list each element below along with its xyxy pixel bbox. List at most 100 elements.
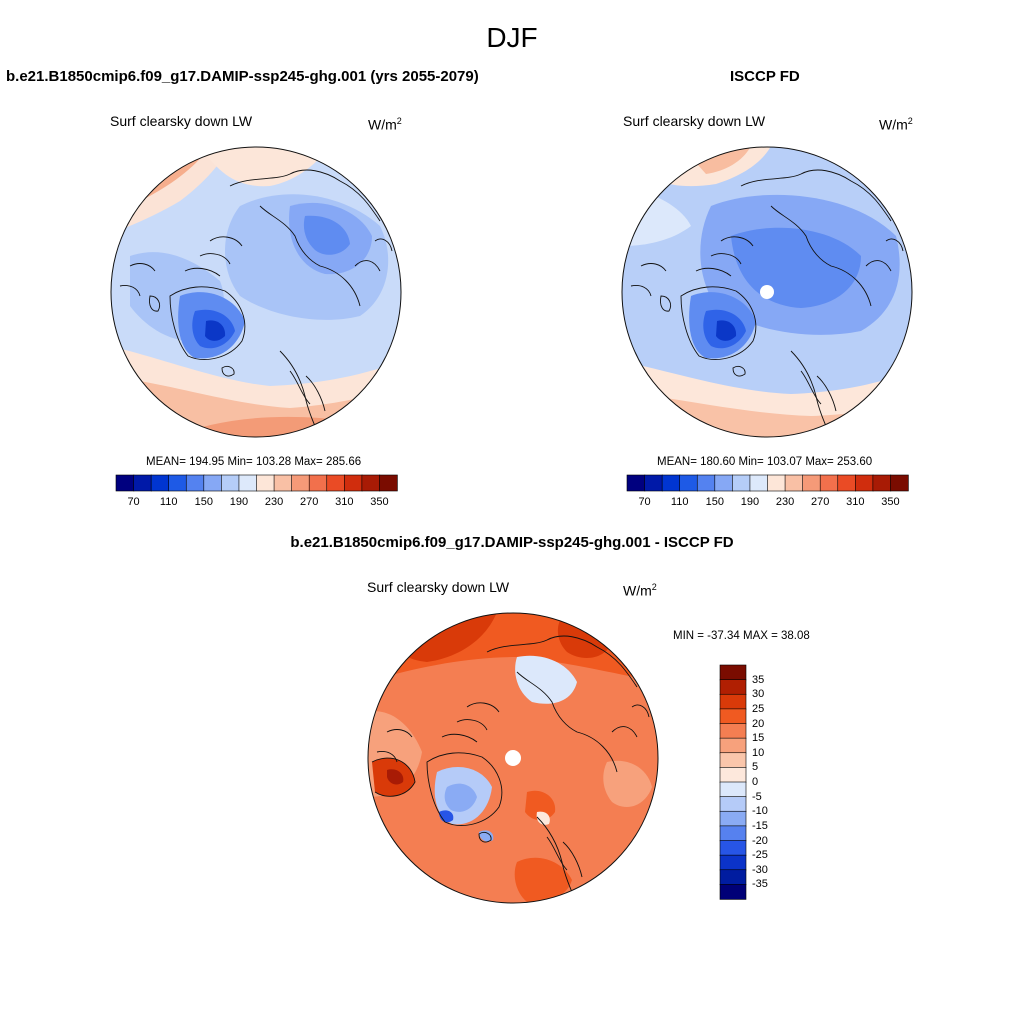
- colorbar-tick-label: -5: [752, 790, 762, 803]
- colorbar-tick-label: 310: [335, 496, 354, 508]
- colorbar-tick-label: 230: [264, 496, 284, 508]
- colorbar-tick-label: 310: [846, 496, 865, 508]
- colorbar-tick-label: 10: [752, 746, 765, 759]
- panel2-units: W/m2: [879, 116, 913, 133]
- colorbar-swatch: [890, 474, 909, 492]
- colorbar-tick-label: -15: [752, 819, 768, 832]
- colorbar-tick-label: 0: [752, 776, 759, 788]
- panel2-colorbar-labels: 70 110 150 190 230 270 310 350: [627, 496, 908, 510]
- colorbar-swatch: [837, 474, 857, 492]
- colorbar-swatch: [115, 474, 135, 492]
- colorbar-swatch: [644, 474, 663, 492]
- colorbar-swatch: [719, 854, 747, 871]
- colorbar-tick-label: 110: [159, 496, 178, 508]
- colorbar-tick-label: 70: [127, 496, 140, 508]
- colorbar-swatch: [238, 474, 258, 492]
- colorbar-tick-label: -25: [752, 849, 768, 862]
- colorbar-swatch: [719, 723, 747, 739]
- colorbar-swatch: [185, 474, 205, 492]
- panel3-variable: Surf clearsky down LW: [367, 579, 510, 595]
- panel3-case-title: b.e21.B1850cmip6.f09_g17.DAMIP-ssp245-gh…: [290, 534, 734, 551]
- panel3-stats: MIN = -37.34 MAX = 38.08: [673, 630, 810, 642]
- page-title: DJF: [486, 22, 538, 53]
- colorbar-swatch: [168, 474, 187, 492]
- colorbar-swatch: [732, 474, 751, 492]
- colorbar-tick-label: 30: [752, 688, 765, 701]
- colorbar-swatch: [719, 825, 747, 842]
- colorbar-tick-label: 150: [705, 496, 724, 508]
- colorbar-swatch: [802, 474, 821, 492]
- colorbar-swatch: [719, 679, 747, 695]
- colorbar-tick-label: 150: [194, 496, 213, 508]
- colorbar-swatch: [150, 474, 170, 492]
- colorbar-swatch: [719, 737, 747, 754]
- panel2-variable: Surf clearsky down LW: [623, 113, 766, 129]
- colorbar-swatch: [719, 767, 747, 783]
- colorbar-swatch: [273, 474, 293, 492]
- panel2-case-title: ISCCP FD: [730, 68, 800, 85]
- panel2-colorbar: [626, 474, 909, 492]
- colorbar-swatch: [719, 869, 747, 886]
- colorbar-tick-label: 350: [370, 496, 389, 508]
- colorbar-swatch: [256, 474, 275, 492]
- colorbar-tick-label: 5: [752, 761, 759, 774]
- colorbar-tick-label: 70: [638, 496, 651, 508]
- panel1-units: W/m2: [368, 116, 402, 133]
- colorbar-swatch: [719, 884, 747, 900]
- colorbar-swatch: [661, 474, 681, 492]
- colorbar-swatch: [767, 474, 786, 492]
- colorbar-tick-label: 230: [775, 496, 795, 508]
- panel3-colorbar: [719, 664, 747, 900]
- panel1-colorbar: [115, 474, 398, 492]
- colorbar-swatch: [855, 474, 874, 492]
- colorbar-swatch: [719, 693, 747, 710]
- colorbar-tick-label: 190: [740, 496, 760, 508]
- colorbar-tick-label: -20: [752, 834, 768, 847]
- colorbar-tick-label: 190: [229, 496, 249, 508]
- colorbar-tick-label: 15: [752, 732, 765, 745]
- colorbar-tick-label: 20: [752, 717, 765, 730]
- colorbar-swatch: [221, 474, 240, 492]
- colorbar-tick-label: -35: [752, 878, 768, 891]
- colorbar-swatch: [379, 474, 398, 492]
- colorbar-tick-label: -30: [752, 863, 768, 876]
- colorbar-swatch: [308, 474, 328, 492]
- panel1-case-title: b.e21.B1850cmip6.f09_g17.DAMIP-ssp245-gh…: [6, 68, 479, 85]
- colorbar-swatch: [819, 474, 839, 492]
- colorbar-swatch: [291, 474, 310, 492]
- colorbar-swatch: [749, 474, 769, 492]
- colorbar-swatch: [344, 474, 363, 492]
- colorbar-swatch: [626, 474, 646, 492]
- colorbar-swatch: [696, 474, 716, 492]
- panel1-variable: Surf clearsky down LW: [110, 113, 253, 129]
- colorbar-tick-label: -10: [752, 805, 768, 818]
- colorbar-swatch: [719, 708, 747, 725]
- panel1-stats: MEAN= 194.95 Min= 103.28 Max= 285.66: [146, 456, 362, 468]
- panel3-colorbar-labels: 35 30 25 20 15 10 5 0 -5 -10 -15 -20 -25 -30 -35: [752, 665, 792, 899]
- colorbar-swatch: [719, 752, 747, 769]
- colorbar-swatch: [719, 781, 747, 798]
- panel3-polar-map: [367, 612, 659, 904]
- colorbar-swatch: [714, 474, 734, 492]
- panel1-polar-map: [110, 146, 402, 438]
- colorbar-swatch: [361, 474, 381, 492]
- panel2-polar-map: [621, 146, 913, 438]
- colorbar-tick-label: 270: [300, 496, 319, 508]
- colorbar-tick-label: 35: [752, 673, 765, 686]
- colorbar-swatch: [679, 474, 698, 492]
- panel3-units: W/m2: [623, 582, 657, 599]
- colorbar-swatch: [719, 810, 747, 827]
- colorbar-tick-label: 25: [752, 702, 765, 715]
- panel2-stats: MEAN= 180.60 Min= 103.07 Max= 253.60: [657, 456, 873, 468]
- colorbar-tick-label: 350: [881, 496, 900, 508]
- colorbar-swatch: [784, 474, 804, 492]
- colorbar-swatch: [872, 474, 892, 492]
- colorbar-swatch: [326, 474, 346, 492]
- colorbar-swatch: [203, 474, 223, 492]
- colorbar-swatch: [719, 664, 747, 681]
- panel1-colorbar-labels: 70 110 150 190 230 270 310 350: [116, 496, 397, 510]
- colorbar-swatch: [719, 840, 747, 856]
- colorbar-tick-label: 270: [811, 496, 830, 508]
- colorbar-swatch: [719, 796, 747, 812]
- colorbar-swatch: [133, 474, 152, 492]
